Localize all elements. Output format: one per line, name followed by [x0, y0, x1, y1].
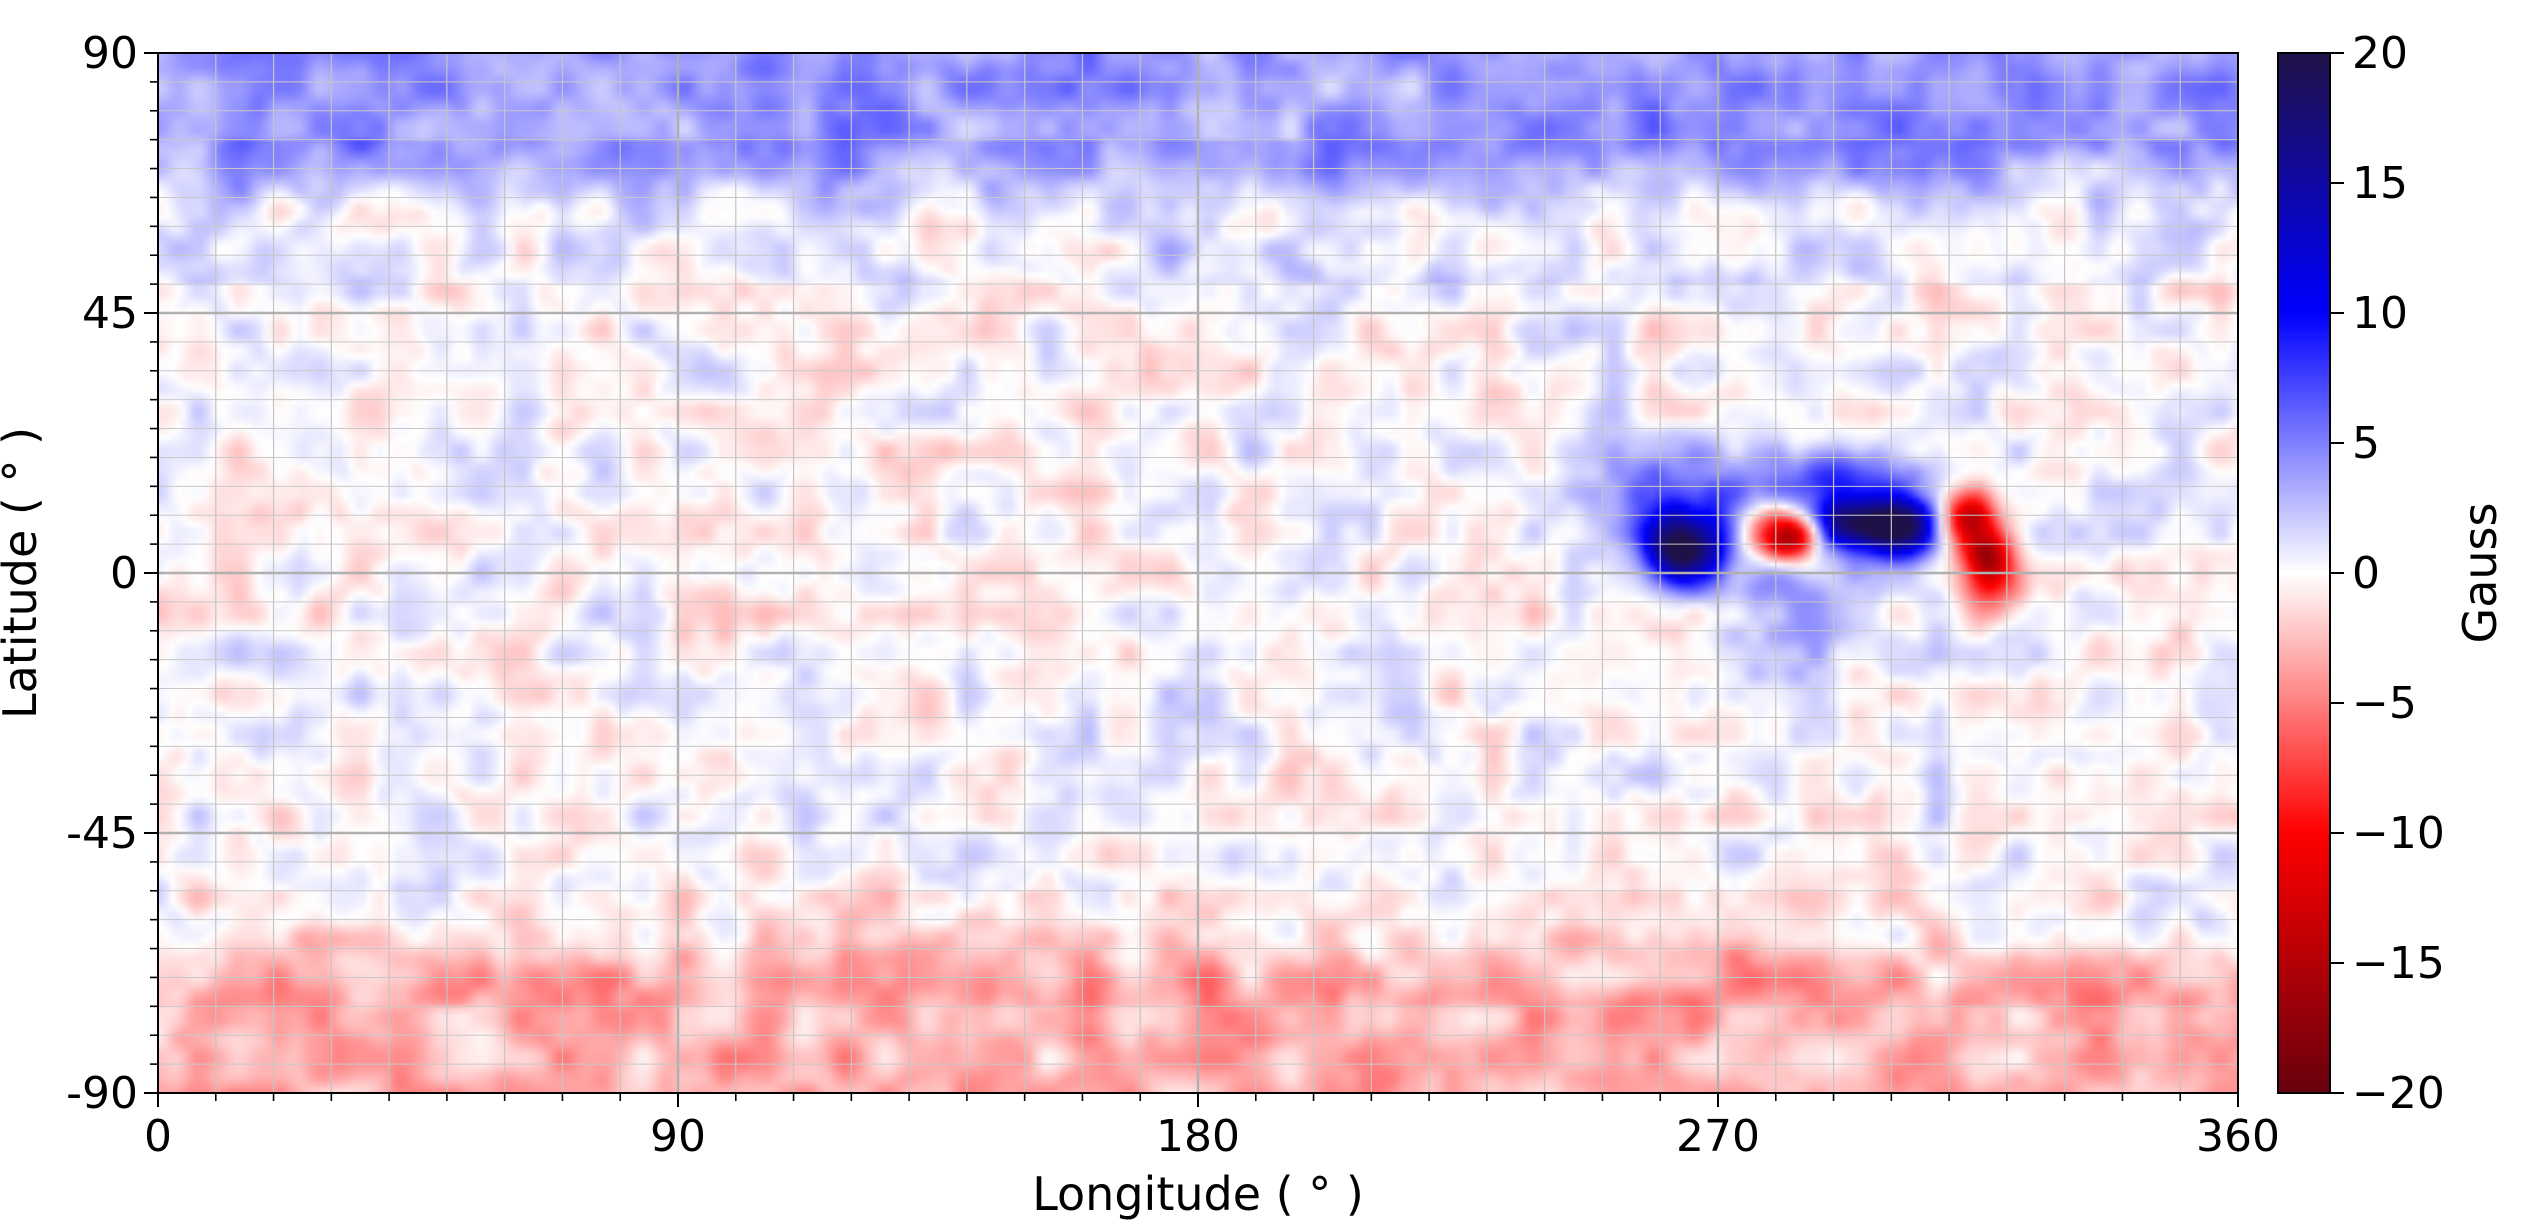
colorbar-tick-label: 0 — [2352, 548, 2380, 599]
y-tick-label: -90 — [66, 1068, 138, 1119]
colorbar — [2277, 52, 2331, 1094]
colorbar-tick-label: −5 — [2352, 678, 2417, 729]
colorbar-tick-label: −15 — [2352, 938, 2445, 989]
y-tick-label: 90 — [82, 28, 138, 79]
x-tick-label: 0 — [144, 1111, 172, 1162]
colorbar-tick-label: 10 — [2352, 288, 2408, 339]
colorbar-tick-label: −10 — [2352, 808, 2445, 859]
y-tick-label: 45 — [82, 288, 138, 339]
colorbar-tick-label: 5 — [2352, 418, 2380, 469]
colorbar-ticks: 20 15 10 5 0 −5 −10 −15 −20 — [2330, 28, 2445, 1119]
x-tick-label: 90 — [650, 1111, 706, 1162]
colorbar-tick-label: 15 — [2352, 158, 2408, 209]
grid-lines — [158, 53, 2238, 1093]
colorbar-tick-label: 20 — [2352, 28, 2408, 79]
x-tick-label: 270 — [1676, 1111, 1760, 1162]
y-axis: 90 45 0 -45 -90 — [66, 28, 158, 1119]
x-axis: 0 90 180 270 360 — [144, 1093, 2280, 1162]
y-tick-label: -45 — [66, 808, 138, 859]
x-axis-label: Longitude ( ° ) — [1032, 1167, 1364, 1221]
colorbar-tick-label: −20 — [2352, 1068, 2445, 1119]
x-tick-label: 180 — [1156, 1111, 1240, 1162]
colorbar-label: Gauss — [2453, 503, 2507, 644]
y-axis-label: Latitude ( ° ) — [0, 427, 47, 719]
x-tick-label: 360 — [2196, 1111, 2280, 1162]
y-tick-label: 0 — [110, 548, 138, 599]
